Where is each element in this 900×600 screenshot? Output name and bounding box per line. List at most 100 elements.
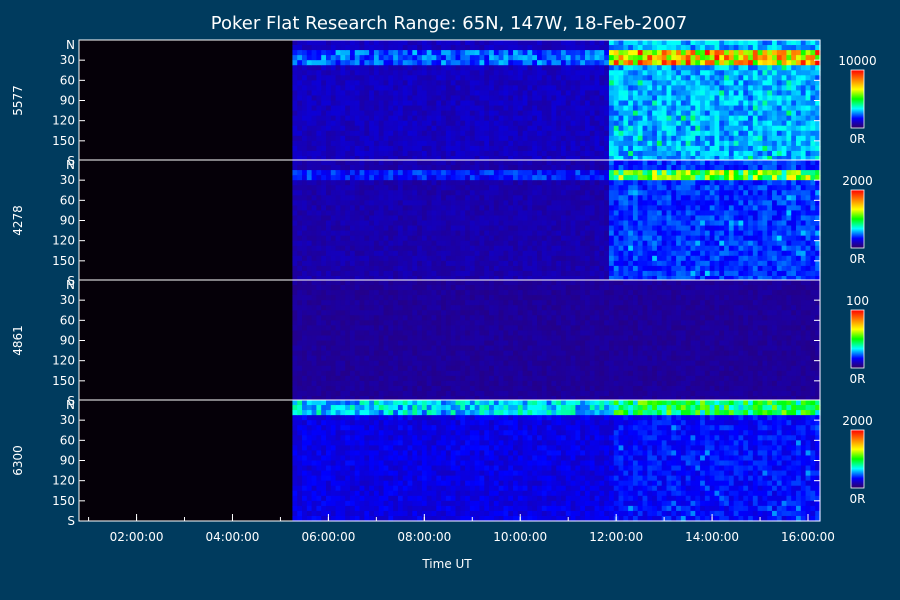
- intensity-cell: [700, 60, 706, 66]
- intensity-cell: [695, 75, 701, 81]
- intensity-cell: [700, 85, 706, 92]
- intensity-cell: [417, 220, 423, 227]
- intensity-cell: [306, 190, 313, 196]
- intensity-cell: [508, 230, 514, 237]
- intensity-cell: [479, 205, 485, 212]
- intensity-cell: [671, 85, 677, 92]
- intensity-cell: [431, 260, 437, 267]
- intensity-cell: [373, 95, 380, 102]
- intensity-cell: [426, 215, 433, 222]
- intensity-cell: [297, 60, 303, 66]
- intensity-cell: [450, 275, 457, 282]
- intensity-cell: [311, 225, 318, 232]
- intensity-cell: [479, 115, 485, 122]
- intensity-cell: [302, 180, 308, 186]
- y-tick-label: 150: [52, 134, 75, 148]
- intensity-cell: [369, 255, 375, 262]
- intensity-cell: [522, 240, 529, 247]
- intensity-cell: [479, 265, 485, 272]
- intensity-cell: [402, 260, 409, 267]
- intensity-cell: [321, 150, 327, 157]
- intensity-cell: [656, 140, 663, 147]
- intensity-cell: [484, 40, 490, 46]
- intensity-cell: [508, 245, 514, 252]
- intensity-cell: [517, 195, 524, 201]
- intensity-cell: [426, 260, 433, 267]
- intensity-cell: [584, 165, 591, 171]
- intensity-cell: [388, 170, 394, 176]
- intensity-cell: [493, 55, 500, 61]
- intensity-cell: [604, 135, 610, 142]
- intensity-cell: [330, 270, 337, 277]
- intensity-cell: [685, 150, 692, 157]
- intensity-cell: [397, 195, 404, 201]
- intensity-cell: [426, 175, 433, 181]
- intensity-cell: [527, 120, 533, 127]
- intensity-cell: [800, 155, 807, 162]
- intensity-cell: [637, 55, 644, 61]
- intensity-cell: [354, 40, 361, 46]
- intensity-cell: [412, 175, 418, 181]
- intensity-cell: [417, 155, 423, 162]
- intensity-cell: [580, 155, 586, 162]
- intensity-cell: [623, 250, 629, 257]
- intensity-cell: [364, 160, 370, 166]
- intensity-cell: [407, 240, 413, 247]
- intensity-cell: [532, 110, 538, 117]
- intensity-cell: [594, 155, 600, 162]
- intensity-cell: [306, 260, 313, 267]
- intensity-cell: [714, 160, 720, 166]
- intensity-cell: [656, 65, 663, 71]
- intensity-cell: [800, 105, 807, 112]
- intensity-cell: [493, 125, 500, 132]
- intensity-cell: [364, 65, 370, 71]
- intensity-cell: [647, 145, 653, 152]
- intensity-cell: [551, 165, 557, 171]
- intensity-cell: [652, 190, 658, 196]
- intensity-cell: [489, 130, 495, 137]
- intensity-cell: [455, 160, 461, 166]
- intensity-cell: [652, 75, 658, 81]
- intensity-cell: [436, 220, 442, 227]
- intensity-cell: [676, 160, 682, 166]
- intensity-cell: [546, 255, 553, 262]
- intensity-cell: [642, 230, 648, 237]
- intensity-cell: [810, 115, 816, 122]
- intensity-cell: [623, 55, 629, 61]
- intensity-cell: [719, 115, 725, 122]
- intensity-cell: [445, 240, 452, 247]
- intensity-cell: [460, 105, 466, 112]
- intensity-cell: [484, 120, 490, 127]
- intensity-cell: [637, 260, 644, 267]
- intensity-cell: [407, 125, 413, 132]
- intensity-cell: [632, 150, 639, 157]
- intensity-cell: [805, 110, 812, 117]
- intensity-cell: [551, 175, 557, 181]
- intensity-cell: [493, 225, 500, 232]
- intensity-cell: [695, 40, 701, 46]
- intensity-cell: [743, 275, 749, 282]
- intensity-cell: [326, 75, 332, 81]
- intensity-cell: [594, 95, 600, 102]
- intensity-cell: [546, 75, 553, 81]
- intensity-cell: [508, 55, 514, 61]
- intensity-cell: [345, 265, 351, 272]
- intensity-cell: [580, 160, 586, 166]
- intensity-cell: [541, 250, 548, 257]
- intensity-cell: [407, 195, 413, 201]
- intensity-cell: [728, 80, 735, 86]
- intensity-cell: [436, 40, 442, 46]
- intensity-cell: [642, 220, 648, 227]
- intensity-cell: [642, 50, 648, 56]
- intensity-cell: [421, 55, 428, 61]
- intensity-cell: [330, 105, 337, 112]
- intensity-cell: [326, 60, 332, 66]
- intensity-cell: [580, 195, 586, 201]
- intensity-cell: [570, 155, 576, 162]
- intensity-cell: [748, 200, 754, 206]
- intensity-cell: [748, 80, 754, 86]
- intensity-cell: [345, 225, 351, 232]
- intensity-cell: [613, 105, 620, 112]
- intensity-cell: [364, 85, 370, 92]
- intensity-cell: [369, 225, 375, 232]
